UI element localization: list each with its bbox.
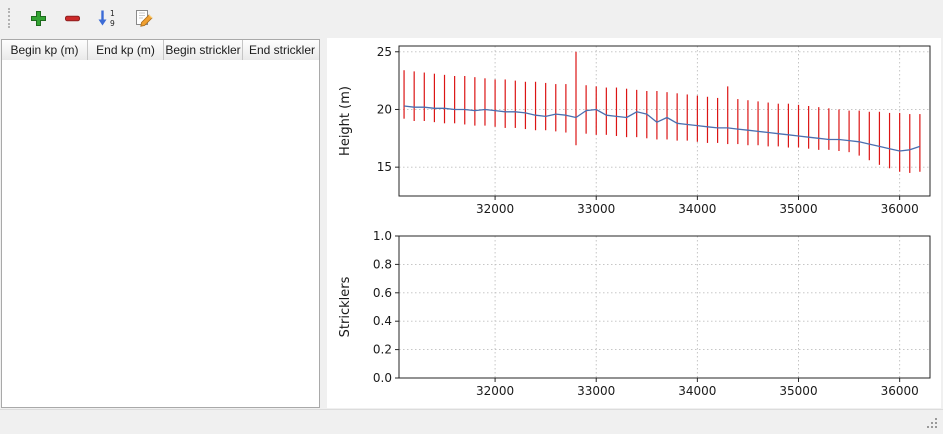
x-tick-label: 32000 <box>476 384 514 398</box>
svg-text:9: 9 <box>110 19 115 27</box>
x-tick-label: 36000 <box>881 202 919 216</box>
x-tick-label: 32000 <box>476 202 514 216</box>
svg-text:1: 1 <box>110 9 115 18</box>
height-chart-canvas[interactable]: 32000 33000 34000 35000 36000 15 20 25 Height (m… <box>327 38 941 228</box>
x-tick-label: 36000 <box>881 384 919 398</box>
column-header-end-kp[interactable]: End kp (m) <box>88 40 164 60</box>
sort-button[interactable]: 1 9 <box>93 5 119 31</box>
column-header-begin-strickler[interactable]: Begin strickler <box>164 40 243 60</box>
y-tick-label: 0.8 <box>373 257 392 271</box>
stricklers-chart-canvas[interactable]: 32000 33000 34000 35000 36000 0.0 0.2 0.4 0.6 0.8… <box>327 228 941 408</box>
column-header-end-strickler[interactable]: End strickler <box>248 43 316 57</box>
edit-pencil-icon <box>135 10 153 27</box>
y-tick-label: 0.2 <box>373 343 392 357</box>
x-tick-label: 34000 <box>678 384 716 398</box>
y-tick-label: 0.0 <box>373 371 392 385</box>
x-tick-label: 35000 <box>779 384 817 398</box>
plus-icon <box>30 10 46 26</box>
y-tick-label: 25 <box>377 45 392 59</box>
axes-box <box>398 235 931 379</box>
y-tick-label: 0.6 <box>373 286 392 300</box>
status-bar <box>0 409 943 434</box>
minus-icon <box>64 15 80 21</box>
y-tick-label: 0.4 <box>373 314 392 328</box>
column-header-begin-kp[interactable]: Begin kp (m) <box>2 40 88 60</box>
charts-figure: 32000 33000 34000 35000 36000 15 20 25 Height (m… <box>327 38 941 408</box>
strickler-table: Begin kp (m) End kp (m) Begin strickler … <box>1 39 320 408</box>
y-axis-label: Height (m) <box>338 86 353 156</box>
mean-bed-line <box>404 105 921 152</box>
add-row-button[interactable] <box>25 5 51 31</box>
x-tick-label: 34000 <box>678 202 716 216</box>
axes-box <box>398 45 931 197</box>
toolbar: 1 9 <box>0 0 943 36</box>
x-tick-label: 33000 <box>577 384 615 398</box>
y-tick-label: 15 <box>377 160 392 174</box>
remove-row-button[interactable] <box>59 5 85 31</box>
resize-grip-icon[interactable] <box>927 418 939 430</box>
table-header-row: Begin kp (m) End kp (m) Begin strickler … <box>2 40 319 61</box>
y-tick-label: 20 <box>377 102 392 116</box>
edit-button[interactable] <box>131 5 157 31</box>
y-tick-label: 1.0 <box>373 229 392 243</box>
x-tick-label: 35000 <box>779 202 817 216</box>
sort-numeric-ascending-icon: 1 9 <box>98 9 115 27</box>
y-axis-label: Stricklers <box>338 276 353 337</box>
x-tick-label: 33000 <box>577 202 615 216</box>
toolbar-drag-handle[interactable] <box>8 8 13 28</box>
table-body[interactable] <box>2 60 319 407</box>
